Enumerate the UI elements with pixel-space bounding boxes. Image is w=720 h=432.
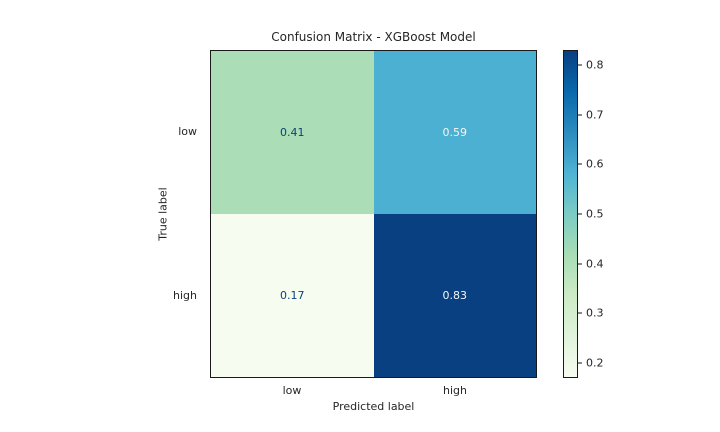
colorbar-tick-label: 0.2 [586,356,604,370]
chart-title: Confusion Matrix - XGBoost Model [271,30,476,44]
x-tick-label-high: high [443,384,467,397]
colorbar-tick-label: 0.7 [586,108,604,122]
y-axis-label: True label [156,187,170,241]
colorbar-tick-mark [578,163,582,165]
x-tick-label-low: low [282,384,302,397]
colorbar-tick-mark [578,263,582,265]
colorbar-tick-mark [578,213,582,215]
colorbar-gradient [563,50,578,378]
colorbar-tick-label: 0.6 [586,157,604,171]
colorbar-tick-mark [578,114,582,116]
heatmap-cell-true-low-pred-low: 0.41 [211,51,374,214]
heatmap-cell-true-low-pred-high: 0.59 [373,51,536,214]
colorbar-tick-label: 0.5 [586,207,604,221]
x-axis-label: Predicted label [332,400,415,413]
colorbar-tick-mark [578,362,582,364]
y-tick-label-low: low [178,125,197,138]
colorbar-tick-label: 0.8 [586,58,604,72]
colorbar-tick-label: 0.3 [586,306,604,320]
colorbar-tick-label: 0.4 [586,257,604,271]
colorbar-ticks: 0.2 0.3 0.4 0.5 0.6 0.7 0.8 [578,50,623,378]
heatmap-cell-true-high-pred-high: 0.83 [373,214,536,377]
confusion-matrix-heatmap: 0.41 0.59 0.17 0.83 [210,50,537,378]
colorbar-tick-mark [578,312,582,314]
colorbar: 0.2 0.3 0.4 0.5 0.6 0.7 0.8 [563,50,604,378]
colorbar-tick-mark [578,64,582,66]
heatmap-cell-true-high-pred-low: 0.17 [211,214,374,377]
y-tick-label-high: high [173,289,197,302]
